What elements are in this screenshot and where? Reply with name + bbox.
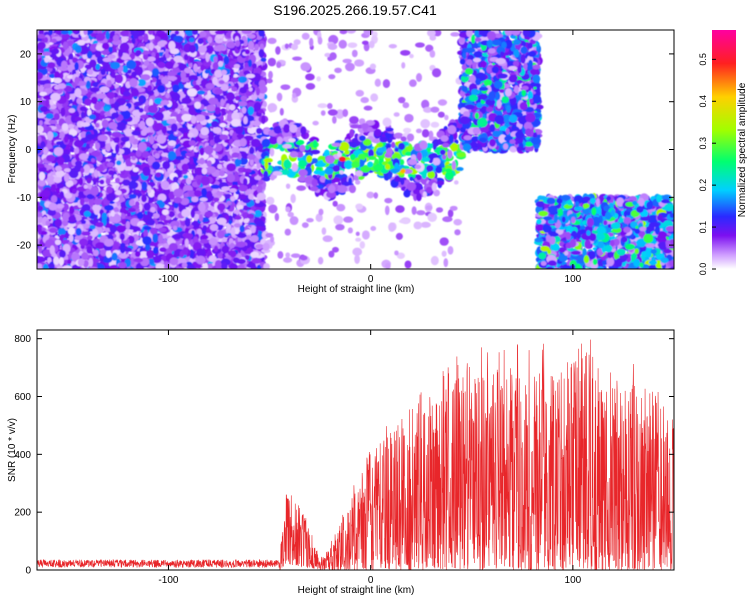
heatmap-cell xyxy=(202,225,208,231)
spectrogram-heatmap xyxy=(37,30,674,269)
chart-title: S196.2025.266.19.57.C41 xyxy=(273,2,437,18)
